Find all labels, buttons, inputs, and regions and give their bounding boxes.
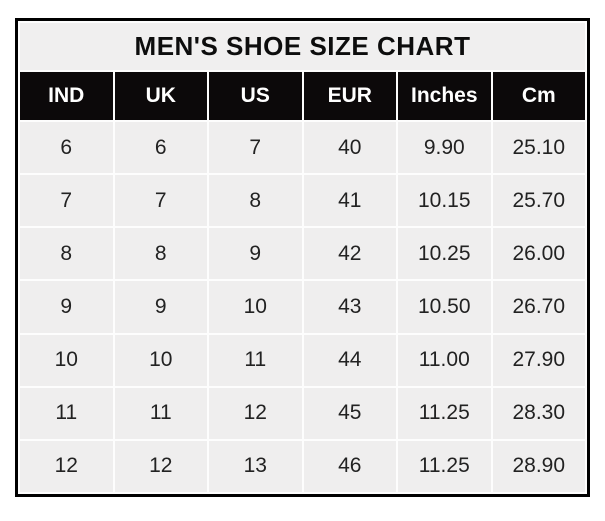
table-cell: 11 <box>20 387 113 439</box>
table-cell: 7 <box>114 175 207 227</box>
page-title: MEN'S SHOE SIZE CHART <box>20 23 585 71</box>
table-cell: 10.25 <box>398 228 491 280</box>
size-chart-table-container: MEN'S SHOE SIZE CHART IND UK US EUR Inch… <box>15 18 590 497</box>
table-row: 10 10 11 44 11.00 27.90 <box>20 334 585 386</box>
table-cell: 28.30 <box>492 387 585 439</box>
table-cell: 11.25 <box>398 440 491 492</box>
table-cell: 11 <box>209 334 302 386</box>
table-cell: 10 <box>20 334 113 386</box>
table-cell: 10.15 <box>398 175 491 227</box>
table-cell: 11.25 <box>398 387 491 439</box>
column-header-uk: UK <box>114 72 207 121</box>
table-cell: 12 <box>114 440 207 492</box>
table-cell: 9.90 <box>398 122 491 174</box>
table-row: 12 12 13 46 11.25 28.90 <box>20 440 585 492</box>
table-cell: 13 <box>209 440 302 492</box>
column-header-cm: Cm <box>492 72 585 121</box>
table-cell: 10.50 <box>398 281 491 333</box>
table-cell: 45 <box>303 387 396 439</box>
table-cell: 26.00 <box>492 228 585 280</box>
table-row: 6 6 7 40 9.90 25.10 <box>20 122 585 174</box>
table-cell: 9 <box>114 281 207 333</box>
table-cell: 12 <box>209 387 302 439</box>
table-cell: 6 <box>114 122 207 174</box>
table-cell: 40 <box>303 122 396 174</box>
table-cell: 28.90 <box>492 440 585 492</box>
table-cell: 42 <box>303 228 396 280</box>
table-cell: 11 <box>114 387 207 439</box>
table-cell: 10 <box>114 334 207 386</box>
table-cell: 27.90 <box>492 334 585 386</box>
table-row: 8 8 9 42 10.25 26.00 <box>20 228 585 280</box>
column-header-ind: IND <box>20 72 113 121</box>
column-header-eur: EUR <box>303 72 396 121</box>
table-cell: 25.70 <box>492 175 585 227</box>
table-cell: 8 <box>209 175 302 227</box>
table-cell: 8 <box>114 228 207 280</box>
table-cell: 8 <box>20 228 113 280</box>
table-cell: 43 <box>303 281 396 333</box>
column-header-inches: Inches <box>398 72 491 121</box>
table-cell: 9 <box>209 228 302 280</box>
table-cell: 12 <box>20 440 113 492</box>
table-cell: 9 <box>20 281 113 333</box>
table-cell: 10 <box>209 281 302 333</box>
table-cell: 7 <box>20 175 113 227</box>
table-cell: 41 <box>303 175 396 227</box>
table-cell: 44 <box>303 334 396 386</box>
table-cell: 46 <box>303 440 396 492</box>
title-row: MEN'S SHOE SIZE CHART <box>20 23 585 71</box>
column-header-us: US <box>209 72 302 121</box>
table-cell: 11.00 <box>398 334 491 386</box>
size-chart-table: MEN'S SHOE SIZE CHART IND UK US EUR Inch… <box>18 21 587 494</box>
table-row: 9 9 10 43 10.50 26.70 <box>20 281 585 333</box>
table-row: 7 7 8 41 10.15 25.70 <box>20 175 585 227</box>
table-row: 11 11 12 45 11.25 28.30 <box>20 387 585 439</box>
header-row: IND UK US EUR Inches Cm <box>20 72 585 121</box>
table-cell: 7 <box>209 122 302 174</box>
table-cell: 25.10 <box>492 122 585 174</box>
table-cell: 26.70 <box>492 281 585 333</box>
table-cell: 6 <box>20 122 113 174</box>
